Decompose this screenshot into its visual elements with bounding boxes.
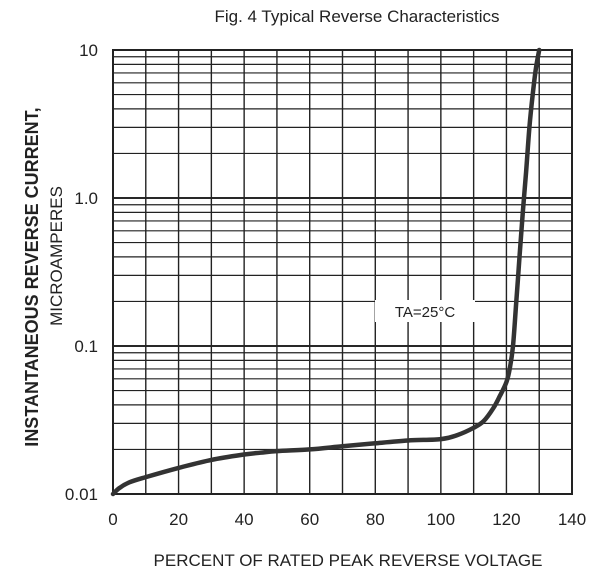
x-tick-label: 20: [169, 510, 188, 529]
y-tick-labels: 0.01 0.1 1.0 10: [65, 41, 98, 504]
plot-frame: [112, 49, 573, 495]
x-tick-labels: 0 20 40 60 80 100 120 140: [108, 510, 586, 529]
y-tick-label: 10: [79, 41, 98, 60]
x-tick-label: 140: [558, 510, 586, 529]
reverse-current-curve: [110, 47, 542, 497]
x-axis-label: PERCENT OF RATED PEAK REVERSE VOLTAGE: [154, 551, 543, 570]
x-tick-label: 60: [300, 510, 319, 529]
y-tick-label: 1.0: [74, 189, 98, 208]
plot-border: [112, 49, 573, 495]
x-tick-label: 100: [427, 510, 455, 529]
y-axis-label-line1: INSTANTANEOUS REVERSE CURRENT,: [22, 107, 42, 446]
x-tick-label: 120: [492, 510, 520, 529]
chart-title: Fig. 4 Typical Reverse Characteristics: [214, 7, 499, 26]
annotation-ta-25c: TA=25°C: [395, 304, 455, 321]
x-tick-label: 40: [235, 510, 254, 529]
y-tick-label: 0.01: [65, 485, 98, 504]
x-tick-label: 0: [108, 510, 117, 529]
annotation-group: TA=25°C: [375, 300, 475, 322]
y-axis-label-line2: MICROAMPERES: [47, 186, 66, 326]
y-tick-label: 0.1: [74, 337, 98, 356]
grid-lines: [113, 49, 572, 495]
x-tick-label: 80: [366, 510, 385, 529]
series-lines: [110, 47, 542, 497]
annotation-background: [375, 300, 475, 322]
